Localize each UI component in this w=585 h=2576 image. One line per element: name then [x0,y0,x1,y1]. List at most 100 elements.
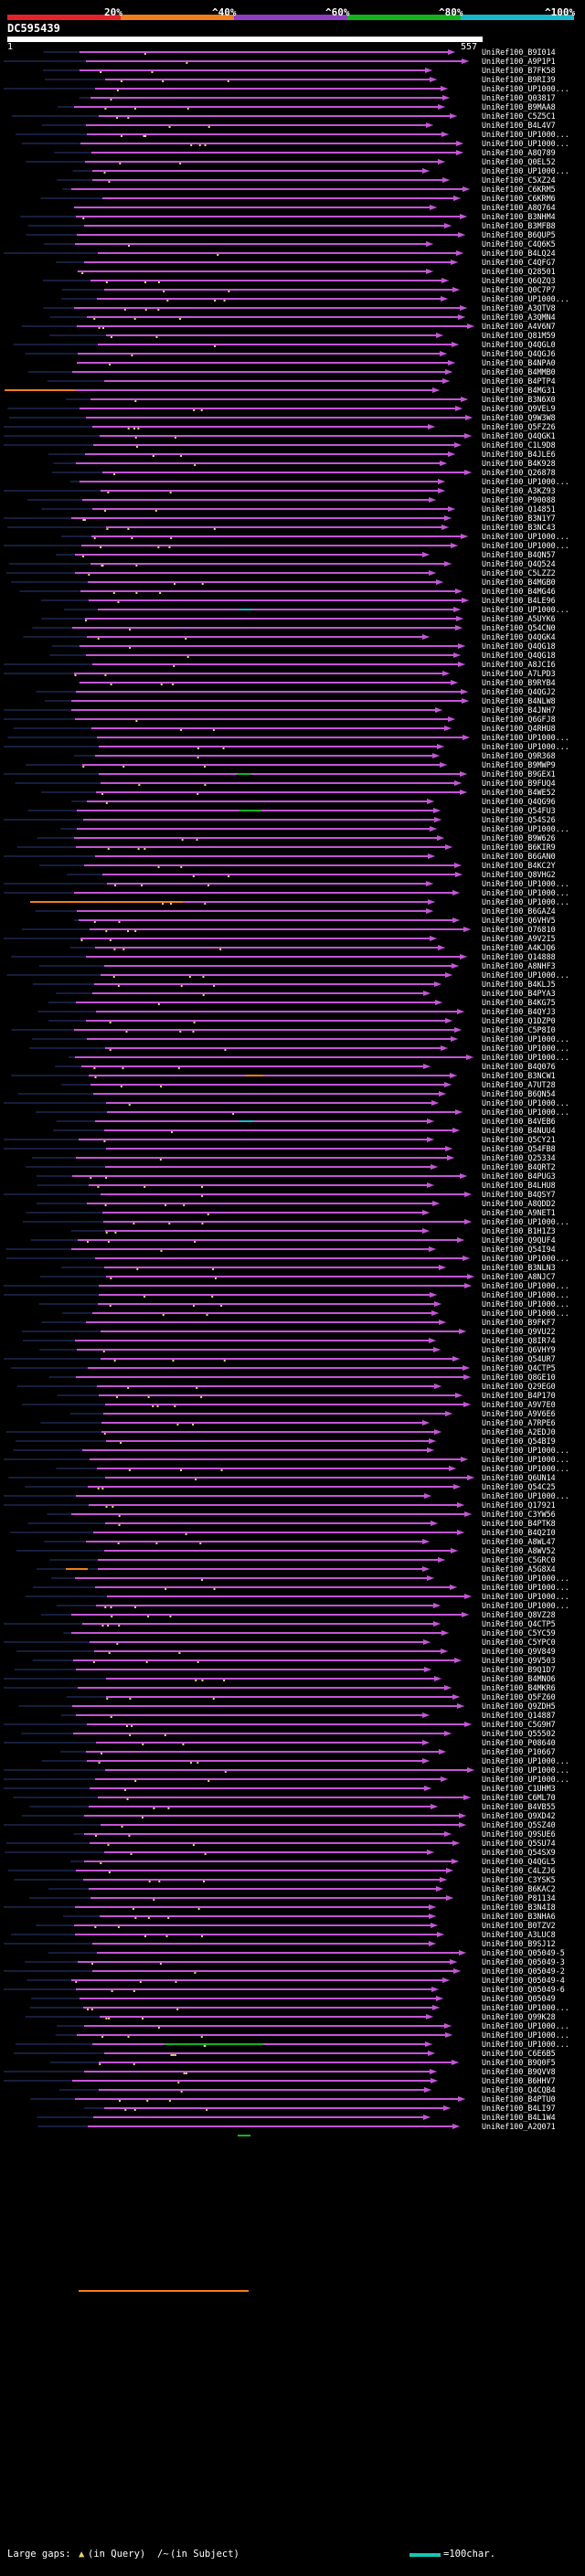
hit-label[interactable]: UniRef100_B4MG31 [482,386,556,395]
hit-label[interactable]: UniRef100_B4VEB6 [482,1117,556,1126]
hit-label[interactable]: UniRef100_B4JNH7 [482,705,556,715]
hit-label[interactable]: UniRef100_B3N1Y7 [482,514,556,523]
hit-label[interactable]: UniRef100_B4P170 [482,1391,556,1400]
hit-label[interactable]: UniRef100_B6KIR9 [482,843,556,852]
hit-label[interactable]: UniRef100_UP1000... [482,1446,569,1455]
hit-label[interactable]: UniRef100_B7FK58 [482,66,556,75]
hit-label[interactable]: UniRef100_Q54FU3 [482,806,556,815]
hit-label[interactable]: UniRef100_Q4QGL0 [482,340,556,349]
hit-label[interactable]: UniRef100_Q4RHU8 [482,724,556,733]
hit-label[interactable]: UniRef100_UP1000... [482,742,569,751]
hit-label[interactable]: UniRef100_B4L1W4 [482,2113,556,2122]
hit-label[interactable]: UniRef100_C6ML70 [482,1793,556,1802]
hit-label[interactable]: UniRef100_C6E6B5 [482,2049,556,2058]
hit-label[interactable]: UniRef100_B9Q0F5 [482,2058,556,2067]
hit-label[interactable]: UniRef100_Q5CY21 [482,1135,556,1144]
hit-label[interactable]: UniRef100_Q14851 [482,504,556,514]
hit-label[interactable]: UniRef100_UP1000... [482,1034,569,1044]
hit-label[interactable]: UniRef100_P10667 [482,1747,556,1756]
hit-label[interactable]: UniRef100_UP1000... [482,1217,569,1226]
hit-label[interactable]: UniRef100_B4PTU0 [482,2094,556,2104]
hit-label[interactable]: UniRef100_Q25334 [482,1153,556,1162]
hit-label[interactable]: UniRef100_B4NLW8 [482,696,556,705]
hit-label[interactable]: UniRef100_Q26878 [482,468,556,477]
hit-label[interactable]: UniRef100_Q8VHG2 [482,870,556,879]
hit-label[interactable]: UniRef100_UP1000... [482,84,569,93]
hit-label[interactable]: UniRef100_A2Q071 [482,2122,556,2131]
hit-label[interactable]: UniRef100_A4KJQ6 [482,943,556,952]
hit-label[interactable]: UniRef100_Q4QGL5 [482,1857,556,1866]
hit-label[interactable]: UniRef100_B3N6X0 [482,395,556,404]
hit-label[interactable]: UniRef100_A5G8X4 [482,1564,556,1574]
hit-label[interactable]: UniRef100_B9RYB4 [482,678,556,687]
hit-label[interactable]: UniRef100_C5YPC0 [482,1638,556,1647]
hit-label[interactable]: UniRef100_A3QTV8 [482,303,556,313]
hit-label[interactable]: UniRef100_B6KAC2 [482,1884,556,1893]
hit-label[interactable]: UniRef100_B4PTP4 [482,376,556,386]
hit-label[interactable]: UniRef100_Q5FZ60 [482,1692,556,1701]
hit-label[interactable]: UniRef100_UP1000... [482,1491,569,1500]
hit-label[interactable]: UniRef100_UP1000... [482,1601,569,1610]
hit-label[interactable]: UniRef100_UP1000... [482,733,569,742]
hit-label[interactable]: UniRef100_B4PYA3 [482,989,556,998]
hit-label[interactable]: UniRef100_B4MKR6 [482,1683,556,1692]
hit-label[interactable]: UniRef100_Q05049-2 [482,1966,565,1976]
hit-label[interactable]: UniRef100_B4QN57 [482,550,556,559]
hit-label[interactable]: UniRef100_B4MMB0 [482,367,556,376]
hit-label[interactable]: UniRef100_B4QRT2 [482,1162,556,1171]
hit-label[interactable]: UniRef100_Q05049-6 [482,1985,565,1994]
hit-label[interactable]: UniRef100_B9GEX1 [482,769,556,779]
hit-label[interactable]: UniRef100_C5G9H7 [482,1720,556,1729]
hit-label[interactable]: UniRef100_UP1000... [482,1574,569,1583]
hit-label[interactable]: UniRef100_Q55502 [482,1729,556,1738]
hit-label[interactable]: UniRef100_C4LZJ6 [482,1866,556,1875]
hit-label[interactable]: UniRef100_UP1000... [482,1053,569,1062]
hit-label[interactable]: UniRef100_B0TZV2 [482,1921,556,1930]
hit-label[interactable]: UniRef100_Q9V503 [482,1656,556,1665]
hit-label[interactable]: UniRef100_Q28501 [482,267,556,276]
hit-label[interactable]: UniRef100_UP1000... [482,888,569,897]
hit-label[interactable]: UniRef100_C5LZZ2 [482,568,556,578]
hit-label[interactable]: UniRef100_B4LE96 [482,596,556,605]
hit-label[interactable]: UniRef100_C5GRC0 [482,1555,556,1564]
hit-label[interactable]: UniRef100_UP1000... [482,1281,569,1290]
hit-label[interactable]: UniRef100_Q9SUE6 [482,1829,556,1839]
hit-label[interactable]: UniRef100_Q54C25 [482,1482,556,1491]
hit-label[interactable]: UniRef100_B9MAA8 [482,102,556,111]
hit-label[interactable]: UniRef100_B9I014 [482,48,556,57]
hit-label[interactable]: UniRef100_Q9V849 [482,1647,556,1656]
hit-label[interactable]: UniRef100_UP1000... [482,879,569,888]
hit-label[interactable]: UniRef100_P08640 [482,1738,556,1747]
hit-label[interactable]: UniRef100_Q4QG18 [482,651,556,660]
hit-label[interactable]: UniRef100_A8NHF3 [482,961,556,970]
hit-label[interactable]: UniRef100_A7UT28 [482,1080,556,1089]
hit-label[interactable]: UniRef100_Q8GE10 [482,1373,556,1382]
hit-label[interactable]: UniRef100_B9FKF7 [482,1318,556,1327]
hit-label[interactable]: UniRef100_B3NCW1 [482,1071,556,1080]
hit-label[interactable]: UniRef100_B1H1Z3 [482,1226,556,1235]
hit-label[interactable]: UniRef100_UP1000... [482,970,569,980]
hit-label[interactable]: UniRef100_Q05049-5 [482,1948,565,1957]
hit-label[interactable]: UniRef100_B4KLJ5 [482,980,556,989]
hit-label[interactable]: UniRef100_Q5SZ40 [482,1820,556,1829]
hit-label[interactable]: UniRef100_Q05049-3 [482,1957,565,1966]
hit-label[interactable]: UniRef100_UP1000... [482,605,569,614]
hit-label[interactable]: UniRef100_B4WE52 [482,788,556,797]
hit-label[interactable]: UniRef100_UP1000... [482,1756,569,1765]
hit-label[interactable]: UniRef100_Q54I94 [482,1245,556,1254]
hit-label[interactable]: UniRef100_P90088 [482,495,556,504]
hit-label[interactable]: UniRef100_UP1000... [482,897,569,906]
hit-label[interactable]: UniRef100_B6QN54 [482,1089,556,1098]
hit-label[interactable]: UniRef100_Q4QG18 [482,641,556,651]
hit-label[interactable]: UniRef100_A8WV52 [482,1546,556,1555]
hit-label[interactable]: UniRef100_UP1000... [482,1592,569,1601]
hit-label[interactable]: UniRef100_Q14887 [482,1711,556,1720]
hit-label[interactable]: UniRef100_Q8VZ28 [482,1610,556,1619]
hit-label[interactable]: UniRef100_B9Q1D7 [482,1665,556,1674]
hit-label[interactable]: UniRef100_C5XZ24 [482,175,556,185]
hit-label[interactable]: UniRef100_B9MWP9 [482,760,556,769]
hit-label[interactable]: UniRef100_B4LQ24 [482,249,556,258]
hit-label[interactable]: UniRef100_A8WL47 [482,1537,556,1546]
hit-label[interactable]: UniRef100_A4V6N7 [482,322,556,331]
hit-label[interactable]: UniRef100_UP1000... [482,130,569,139]
